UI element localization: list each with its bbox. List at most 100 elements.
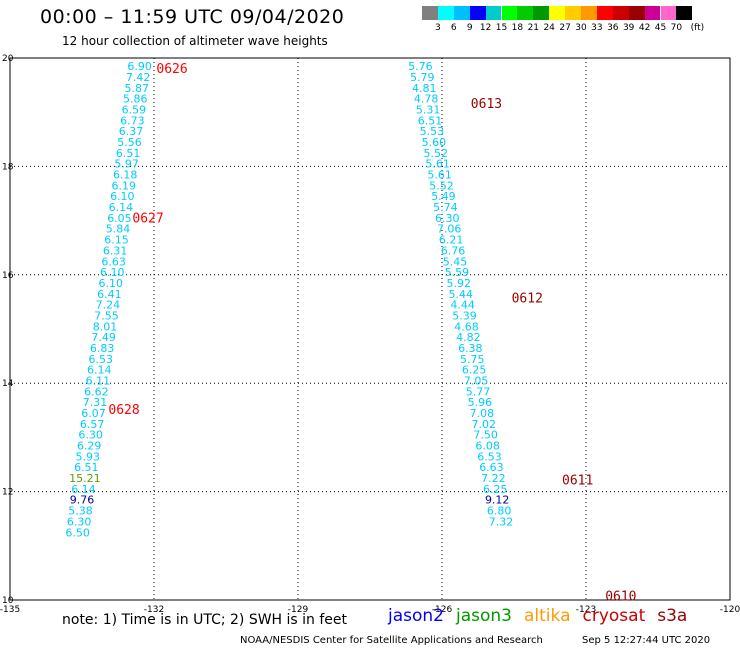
wave-height-value: 6.76 (441, 244, 466, 257)
wave-height-value: 4.44 (450, 299, 475, 312)
wave-height-value: 6.62 (84, 385, 109, 398)
wave-height-value: 5.52 (429, 179, 454, 192)
pass-time-label: 0626 (156, 62, 187, 77)
pass-time-label: 0610 (605, 590, 636, 605)
wave-height-value: 4.81 (412, 82, 437, 95)
wave-height-value: 6.59 (122, 103, 147, 116)
wave-height-value: 6.21 (439, 234, 464, 247)
colorbar-swatch (422, 6, 438, 20)
wave-height-value: 6.73 (120, 114, 145, 127)
lat-tick-label: 20 (2, 54, 14, 64)
lon-tick-label: -135 (0, 605, 20, 615)
wave-height-value: 6.37 (119, 125, 144, 138)
colorbar-label: 70 (670, 23, 683, 33)
wave-height-value: 6.30 (78, 429, 103, 442)
wave-height-value: 7.02 (472, 418, 497, 431)
wave-height-value: 5.86 (123, 93, 148, 106)
wave-height-value: 7.24 (96, 299, 121, 312)
wave-height-value: 6.30 (67, 515, 92, 528)
colorbar-label: 39 (622, 23, 635, 33)
colorbar-swatch (533, 6, 550, 20)
pass-time-label: 0611 (562, 474, 593, 489)
lon-tick-label: -129 (288, 605, 309, 615)
colorbar-label: 30 (575, 23, 587, 33)
wave-height-value: 9.76 (70, 494, 95, 507)
satellite-legend: jason2 jason3 altika cryosat s3a (388, 606, 699, 626)
pass-time-label: 0628 (108, 403, 139, 418)
wave-height-value: 6.10 (99, 277, 124, 290)
wave-height-value: 5.84 (106, 223, 131, 236)
legend-cryosat: cryosat (582, 606, 646, 626)
map-frame (9, 57, 731, 601)
wave-height-value: 4.68 (454, 320, 479, 333)
wave-height-value: 5.52 (424, 147, 449, 160)
wave-height-value: 6.05 (107, 212, 132, 225)
pass-time-label: 0612 (512, 292, 543, 307)
colorbar-swatch (565, 6, 581, 20)
wave-height-value: 6.57 (80, 418, 105, 431)
wave-height-value: 4.78 (414, 93, 439, 106)
colorbar-label: 15 (495, 23, 508, 33)
wave-height-value: 6.14 (109, 201, 134, 214)
wave-height-value: 6.83 (90, 342, 115, 355)
wave-height-value: 6.90 (127, 60, 152, 73)
legend-altika: altika (524, 606, 571, 626)
generated-timestamp: Sep 5 12:27:44 UTC 2020 (582, 635, 711, 646)
wave-height-value: 5.60 (422, 136, 447, 149)
wave-height-value: 5.75 (460, 353, 485, 366)
wave-height-value: 5.87 (124, 82, 149, 95)
wave-height-value: 5.38 (68, 505, 93, 518)
wave-height-value: 7.32 (489, 515, 514, 528)
wave-height-value: 6.07 (81, 407, 106, 420)
wave-height-value: 9.12 (485, 494, 510, 507)
wave-height-value: 5.96 (468, 396, 493, 409)
wave-height-value: 7.06 (437, 223, 462, 236)
lat-tick-label: 10 (2, 596, 14, 606)
wave-height-value: 6.10 (100, 266, 125, 279)
colorbar-label: 36 (607, 23, 619, 33)
wave-height-value: 6.15 (104, 234, 129, 247)
colorbar-label: 6 (450, 23, 457, 33)
lat-tick-label: 14 (2, 379, 14, 389)
wave-height-value: 6.25 (483, 483, 508, 496)
wave-height-value: 6.63 (101, 255, 126, 268)
lat-tick-label: 16 (2, 271, 14, 281)
wave-height-value: 6.14 (87, 364, 112, 377)
pass-time-label: 0613 (471, 97, 502, 112)
colorbar-label: 45 (654, 23, 667, 33)
colorbar-label: 27 (559, 23, 571, 33)
wave-height-value: 5.97 (114, 158, 139, 171)
colorbar-unit: (ft) (690, 23, 705, 33)
wave-height-value: 5.53 (420, 125, 445, 138)
colorbar-swatch (676, 6, 693, 20)
wave-height-value: 5.59 (445, 266, 470, 279)
wave-height-value: 6.11 (86, 374, 111, 387)
wave-height-value: 5.76 (408, 60, 433, 73)
lon-tick-label: -126 (432, 605, 453, 615)
wave-height-value: 6.31 (103, 244, 128, 257)
colorbar-swatch (581, 6, 597, 20)
colorbar-swatch (501, 6, 518, 20)
wave-height-value: 5.61 (425, 158, 450, 171)
wave-height-value: 5.44 (448, 288, 473, 301)
wave-height-value: 5.49 (431, 190, 456, 203)
wave-height-value: 7.05 (464, 374, 489, 387)
wave-height-value: 5.92 (447, 277, 472, 290)
wave-height-value: 5.93 (76, 450, 101, 463)
map-subtitle: 12 hour collection of altimeter wave hei… (62, 34, 328, 48)
wave-height-value: 5.61 (427, 169, 452, 182)
colorbar-swatch (517, 6, 534, 20)
colorbar-label: 9 (466, 23, 473, 33)
colorbar-swatch (485, 6, 502, 20)
wave-height-value: 5.39 (452, 309, 477, 322)
colorbar-label: 12 (479, 23, 492, 33)
wave-height-value: 7.49 (91, 331, 116, 344)
wave-height-value: 6.53 (477, 450, 502, 463)
colorbar-swatch (628, 6, 645, 20)
wave-height-value: 7.50 (473, 429, 498, 442)
wave-height-value: 6.19 (112, 179, 137, 192)
colorbar-label: 24 (543, 23, 555, 33)
wave-height-value: 6.53 (88, 353, 113, 366)
wave-height-value: 6.14 (71, 483, 96, 496)
